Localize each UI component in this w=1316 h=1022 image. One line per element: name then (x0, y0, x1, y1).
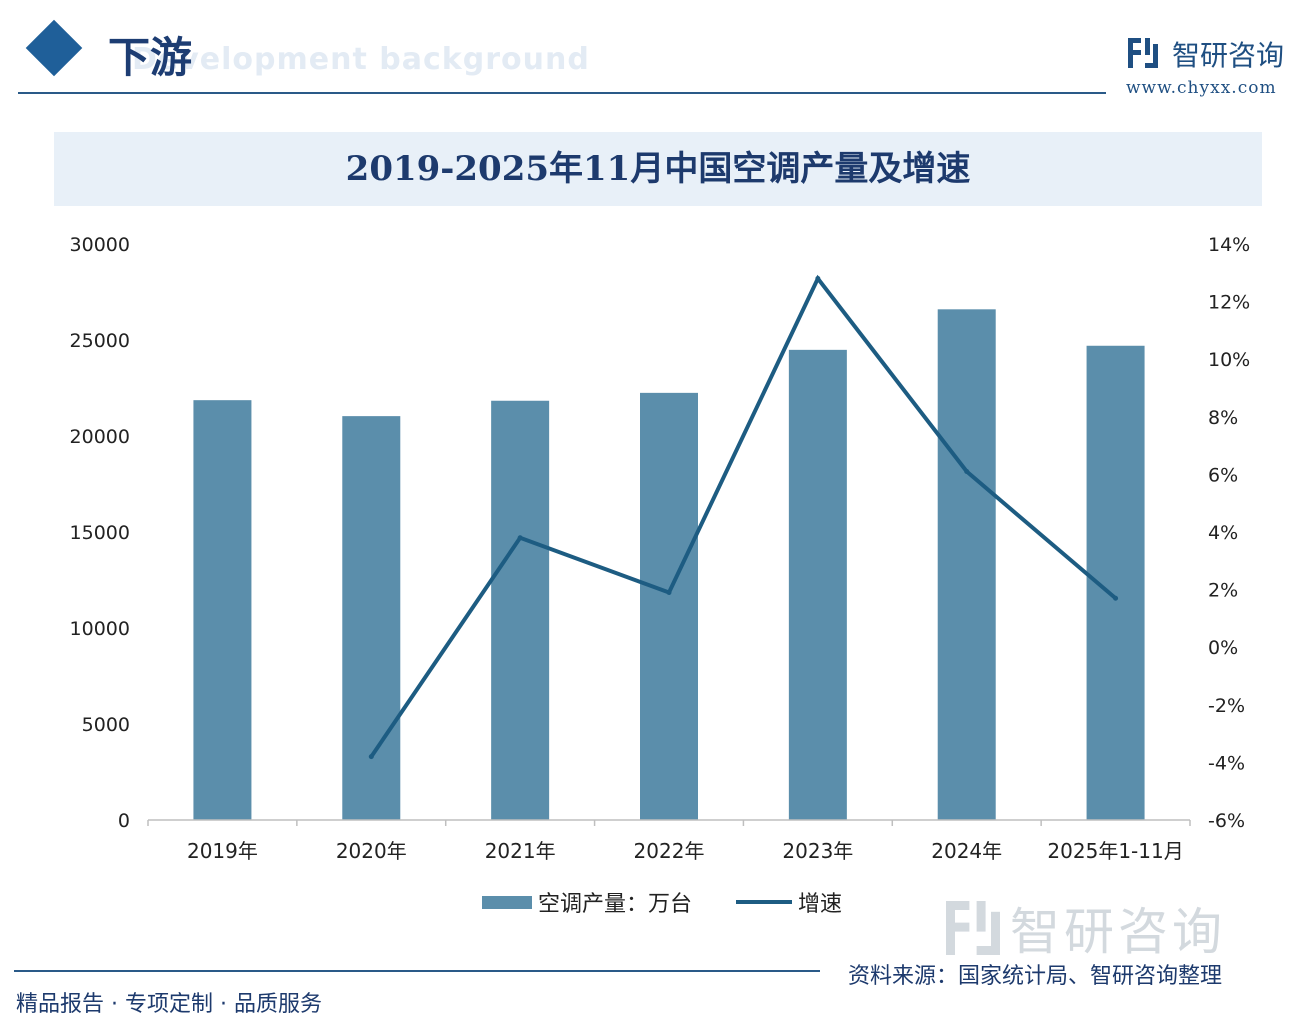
y-right-tick-label-6: 6% (1208, 464, 1238, 486)
footer-slogan: 精品报告 · 专项定制 · 品质服务 (16, 992, 322, 1017)
growth-point-6 (1113, 595, 1119, 601)
header-subtitle: Development background (132, 42, 590, 77)
y-left-tick-label-2: 10000 (70, 618, 130, 640)
y-right-tick-label-8: 10% (1208, 349, 1250, 371)
footer-divider (14, 970, 820, 972)
watermark-logo: 智研咨询 (946, 892, 1226, 964)
bar-5 (937, 309, 996, 820)
y-right-tick-label-9: 12% (1208, 292, 1250, 314)
growth-point-2 (517, 535, 523, 541)
footer-source: 资料来源：国家统计局、智研咨询整理 (848, 964, 1223, 989)
growth-line (369, 274, 1117, 758)
chart-title-band (54, 132, 1262, 206)
y-right-tick-label-3: 0% (1208, 637, 1238, 659)
x-tick-label-2: 2021年 (485, 839, 556, 863)
header-divider (18, 92, 1106, 94)
y-right-tick-label-2: -2% (1208, 695, 1245, 717)
y-right-tick-label-1: -4% (1208, 752, 1245, 774)
chart-title: 2019-2025年11月中国空调产量及增速 (345, 149, 971, 189)
y-left-tick-label-0: 0 (118, 810, 130, 832)
y-right-tick-label-10: 14% (1208, 234, 1250, 256)
x-tick-label-3: 2022年 (634, 839, 705, 863)
legend-label-production: 空调产量：万台 (538, 892, 693, 917)
x-tick-label-0: 2019年 (187, 839, 258, 863)
bar-1 (342, 416, 401, 820)
x-tick-label-1: 2020年 (336, 839, 407, 863)
y-right-tick-label-4: 2% (1208, 580, 1238, 602)
watermark-text: 智研咨询 (1010, 903, 1226, 961)
growth-point-5 (964, 469, 970, 475)
y-right-tick-label-7: 8% (1208, 407, 1238, 429)
brand-url: www.chyxx.com (1126, 78, 1277, 98)
growth-point-1 (368, 754, 374, 760)
y-left-tick-label-6: 30000 (70, 234, 130, 256)
bar-2 (491, 400, 550, 820)
x-tick-label-4: 2023年 (782, 839, 853, 863)
legend-swatch-bar (482, 895, 532, 909)
growth-point-3 (666, 589, 672, 595)
legend-swatch-line (736, 900, 792, 904)
y-right-tick-label-0: -6% (1208, 810, 1245, 832)
bar-3 (640, 392, 698, 820)
header-title: 下游 (108, 33, 193, 82)
legend-label-growth: 增速 (798, 892, 843, 917)
bar-4 (788, 349, 847, 820)
y-left-tick-label-3: 15000 (70, 522, 130, 544)
x-tick-label-6: 2025年1-11月 (1047, 839, 1183, 863)
watermark-logo-icon (946, 901, 1000, 955)
brand-logo-icon (1128, 38, 1158, 68)
brand-name: 智研咨询 (1172, 39, 1285, 72)
y-left-tick-label-4: 20000 (70, 426, 130, 448)
y-right-tick-label-5: 4% (1208, 522, 1238, 544)
legend-item-production: 空调产量：万台 (482, 884, 692, 920)
x-tick-label-5: 2024年 (931, 839, 1002, 863)
y-left-tick-label-1: 5000 (82, 714, 130, 736)
growth-point-4 (815, 276, 821, 282)
y-left-tick-label-5: 25000 (70, 330, 130, 352)
bar-0 (193, 400, 252, 820)
legend-item-growth: 增速 (736, 884, 842, 920)
